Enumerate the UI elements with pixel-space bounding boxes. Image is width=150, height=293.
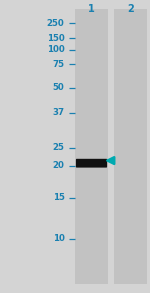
Text: 2: 2 bbox=[127, 4, 134, 14]
Text: 10: 10 bbox=[53, 234, 64, 243]
Bar bbox=[114, 9, 147, 284]
Bar bbox=[75, 9, 108, 284]
Text: 250: 250 bbox=[47, 19, 64, 28]
Text: 75: 75 bbox=[52, 60, 64, 69]
Text: 1: 1 bbox=[88, 4, 95, 14]
Text: 100: 100 bbox=[47, 45, 64, 54]
Text: 15: 15 bbox=[53, 193, 64, 202]
FancyBboxPatch shape bbox=[76, 159, 107, 168]
Text: 150: 150 bbox=[47, 34, 64, 42]
Text: 20: 20 bbox=[53, 161, 64, 170]
Text: 50: 50 bbox=[53, 84, 64, 92]
Text: 37: 37 bbox=[52, 108, 64, 117]
Text: 25: 25 bbox=[53, 144, 64, 152]
